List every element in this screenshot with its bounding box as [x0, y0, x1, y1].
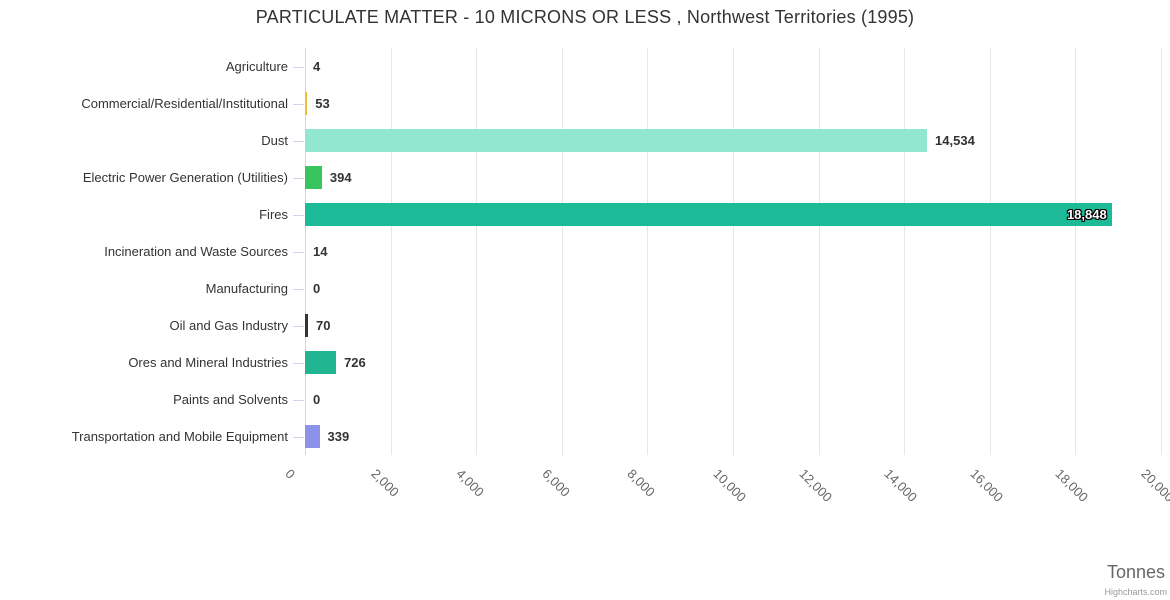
gridline	[1075, 48, 1077, 455]
x-axis-tick-label: 0	[282, 466, 299, 482]
category-label: Agriculture	[225, 59, 288, 74]
bar-row: 14,534	[305, 122, 1161, 159]
bar[interactable]	[305, 92, 307, 115]
x-axis-tick-label: 10,000	[710, 466, 750, 505]
gridline	[989, 48, 991, 455]
category-label: Dust	[261, 133, 288, 148]
category-label: Oil and Gas Industry	[169, 318, 289, 333]
value-label: 4	[313, 59, 321, 74]
gridline	[818, 48, 820, 455]
category-label: Electric Power Generation (Utilities)	[82, 170, 288, 185]
y-axis-line	[305, 48, 306, 455]
value-label: 0	[313, 392, 321, 407]
axis-tick	[293, 214, 304, 216]
axis-tick	[293, 362, 304, 364]
bar-row: 70	[305, 307, 1161, 344]
gridline	[390, 48, 392, 455]
gridline	[647, 48, 649, 455]
highcharts-credit[interactable]: Highcharts.com	[1104, 587, 1167, 597]
category-label: Manufacturing	[205, 281, 288, 296]
bar-row: 14	[305, 233, 1161, 270]
bar[interactable]	[305, 203, 1112, 226]
value-label: 53	[315, 96, 330, 111]
gridline	[476, 48, 478, 455]
bar-row: 726	[305, 344, 1161, 381]
value-label: 0	[313, 281, 321, 296]
x-axis-tick-label: 16,000	[967, 466, 1006, 505]
bar-row: 0	[305, 270, 1161, 307]
bar[interactable]	[305, 314, 308, 337]
x-axis-tick-label: 8,000	[624, 466, 659, 500]
bar-row: 53	[305, 85, 1161, 122]
value-label: 394	[329, 170, 352, 185]
category-label: Ores and Mineral Industries	[128, 355, 288, 370]
axis-tick	[293, 399, 304, 401]
value-label: 726	[344, 355, 366, 370]
axis-tick	[293, 177, 304, 179]
x-axis-tick-label: 2,000	[367, 466, 402, 500]
category-label: Commercial/Residential/Institutional	[81, 96, 288, 111]
x-axis-tick-label: 14,000	[881, 466, 921, 505]
x-axis-tick-label: 20,000	[1138, 466, 1170, 505]
x-axis-tick-label: 12,000	[795, 466, 835, 505]
axis-tick	[293, 436, 304, 438]
gridline	[1161, 48, 1162, 455]
plot-area: 4 53 14,534 394 18,848 14 0 70 726 0 339	[305, 48, 1162, 455]
x-axis-tick-label: 4,000	[453, 466, 488, 500]
bar[interactable]	[305, 166, 322, 189]
x-axis-tick-label: 18,000	[1052, 466, 1092, 505]
gridline	[561, 48, 563, 455]
chart-title: PARTICULATE MATTER - 10 MICRONS OR LESS …	[255, 7, 915, 27]
category-label: Transportation and Mobile Equipment	[71, 429, 288, 444]
axis-tick	[293, 66, 304, 68]
bar[interactable]	[305, 351, 336, 374]
category-label: Incineration and Waste Sources	[104, 244, 288, 259]
axis-tick	[293, 251, 304, 253]
value-label: 14,534	[935, 133, 975, 148]
value-label: 18,848	[1066, 207, 1107, 222]
value-label: 70	[315, 318, 331, 333]
bar-row: 18,848	[305, 196, 1161, 233]
axis-tick	[293, 140, 304, 142]
bar-row: 394	[305, 159, 1161, 196]
axis-tick	[293, 103, 304, 105]
gridline	[733, 48, 734, 455]
value-label: 339	[327, 429, 350, 444]
bar-row: 4	[305, 48, 1161, 85]
bar-row: 0	[305, 381, 1161, 418]
x-axis-tick-label: 6,000	[539, 466, 573, 500]
x-axis-title: Tonnes	[1106, 562, 1165, 582]
bar-row: 339	[305, 418, 1161, 455]
bar[interactable]	[305, 129, 927, 152]
gridline	[904, 48, 906, 455]
axis-tick	[293, 288, 304, 290]
axis-tick	[293, 325, 304, 327]
value-label: 14	[313, 244, 328, 259]
bar[interactable]	[305, 425, 320, 448]
category-label: Fires	[259, 207, 288, 222]
category-label: Paints and Solvents	[173, 392, 288, 407]
